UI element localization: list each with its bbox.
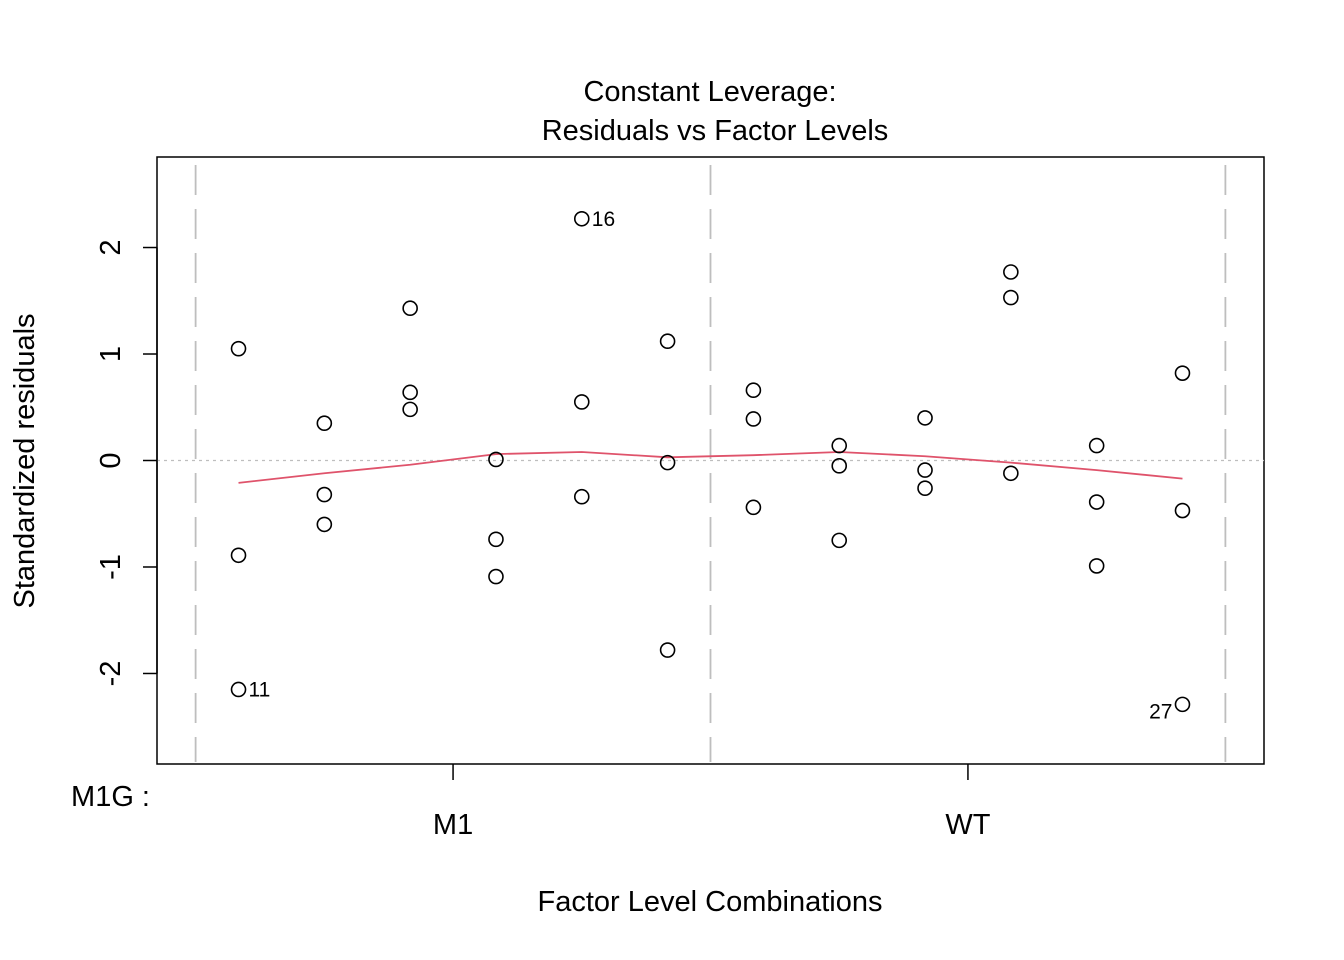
- data-point-14: [573, 488, 590, 505]
- y-tick-label-4: 2: [95, 239, 127, 255]
- data-point-35: [1174, 696, 1191, 713]
- data-point-13: [573, 394, 590, 410]
- x-axis: M1 WT: [433, 764, 991, 841]
- data-point-12: [573, 210, 590, 227]
- data-points: [230, 210, 1191, 713]
- data-point-25: [917, 462, 933, 478]
- y-tick-label-3: 1: [95, 346, 127, 362]
- point-label-2: 27: [1149, 700, 1172, 723]
- x-tick-label-0: M1: [433, 809, 473, 841]
- data-point-18: [745, 382, 762, 399]
- data-point-26: [917, 480, 933, 496]
- y-axis: -2 -1 0 1 2: [95, 239, 158, 687]
- y-tick-label-2: 0: [95, 452, 127, 468]
- data-point-1: [230, 547, 247, 564]
- data-point-28: [1003, 289, 1019, 306]
- x-tick-label-1: WT: [945, 809, 990, 841]
- data-point-2: [230, 681, 247, 698]
- chart-title: Constant Leverage:: [583, 76, 836, 108]
- data-point-3: [316, 415, 333, 432]
- data-point-16: [659, 454, 676, 471]
- data-point-4: [316, 486, 333, 503]
- data-point-22: [831, 458, 848, 474]
- data-point-0: [230, 340, 247, 357]
- data-point-30: [1088, 437, 1105, 454]
- data-point-19: [745, 411, 762, 427]
- x-axis-label: Factor Level Combinations: [538, 886, 883, 918]
- data-point-24: [917, 410, 933, 426]
- data-point-11: [488, 568, 504, 585]
- data-point-31: [1088, 494, 1105, 510]
- smooth-line: [238, 451, 1183, 484]
- data-point-7: [402, 384, 418, 401]
- data-point-10: [488, 531, 504, 548]
- data-point-20: [745, 499, 762, 516]
- point-label-0: 16: [592, 208, 615, 231]
- y-tick-label-0: -2: [95, 661, 127, 687]
- data-point-15: [659, 333, 676, 350]
- data-point-33: [1174, 365, 1191, 381]
- y-axis-label: Standardized residuals: [9, 313, 41, 608]
- data-point-5: [316, 516, 333, 533]
- data-point-29: [1003, 465, 1019, 482]
- data-point-34: [1174, 502, 1191, 519]
- data-point-8: [402, 401, 418, 418]
- data-point-17: [659, 642, 676, 658]
- factor-label: M1G :: [71, 781, 150, 813]
- group-dividers: [194, 165, 1227, 762]
- data-point-6: [402, 300, 418, 317]
- data-point-9: [488, 451, 504, 468]
- point-labels: 16 11 27: [249, 208, 1173, 724]
- data-point-21: [831, 437, 848, 454]
- data-point-27: [1003, 264, 1019, 280]
- data-point-23: [831, 532, 848, 549]
- chart-subtitle: Residuals vs Factor Levels: [542, 115, 889, 147]
- point-label-1: 11: [249, 678, 271, 701]
- data-point-32: [1088, 558, 1105, 574]
- y-tick-label-1: -1: [95, 554, 127, 580]
